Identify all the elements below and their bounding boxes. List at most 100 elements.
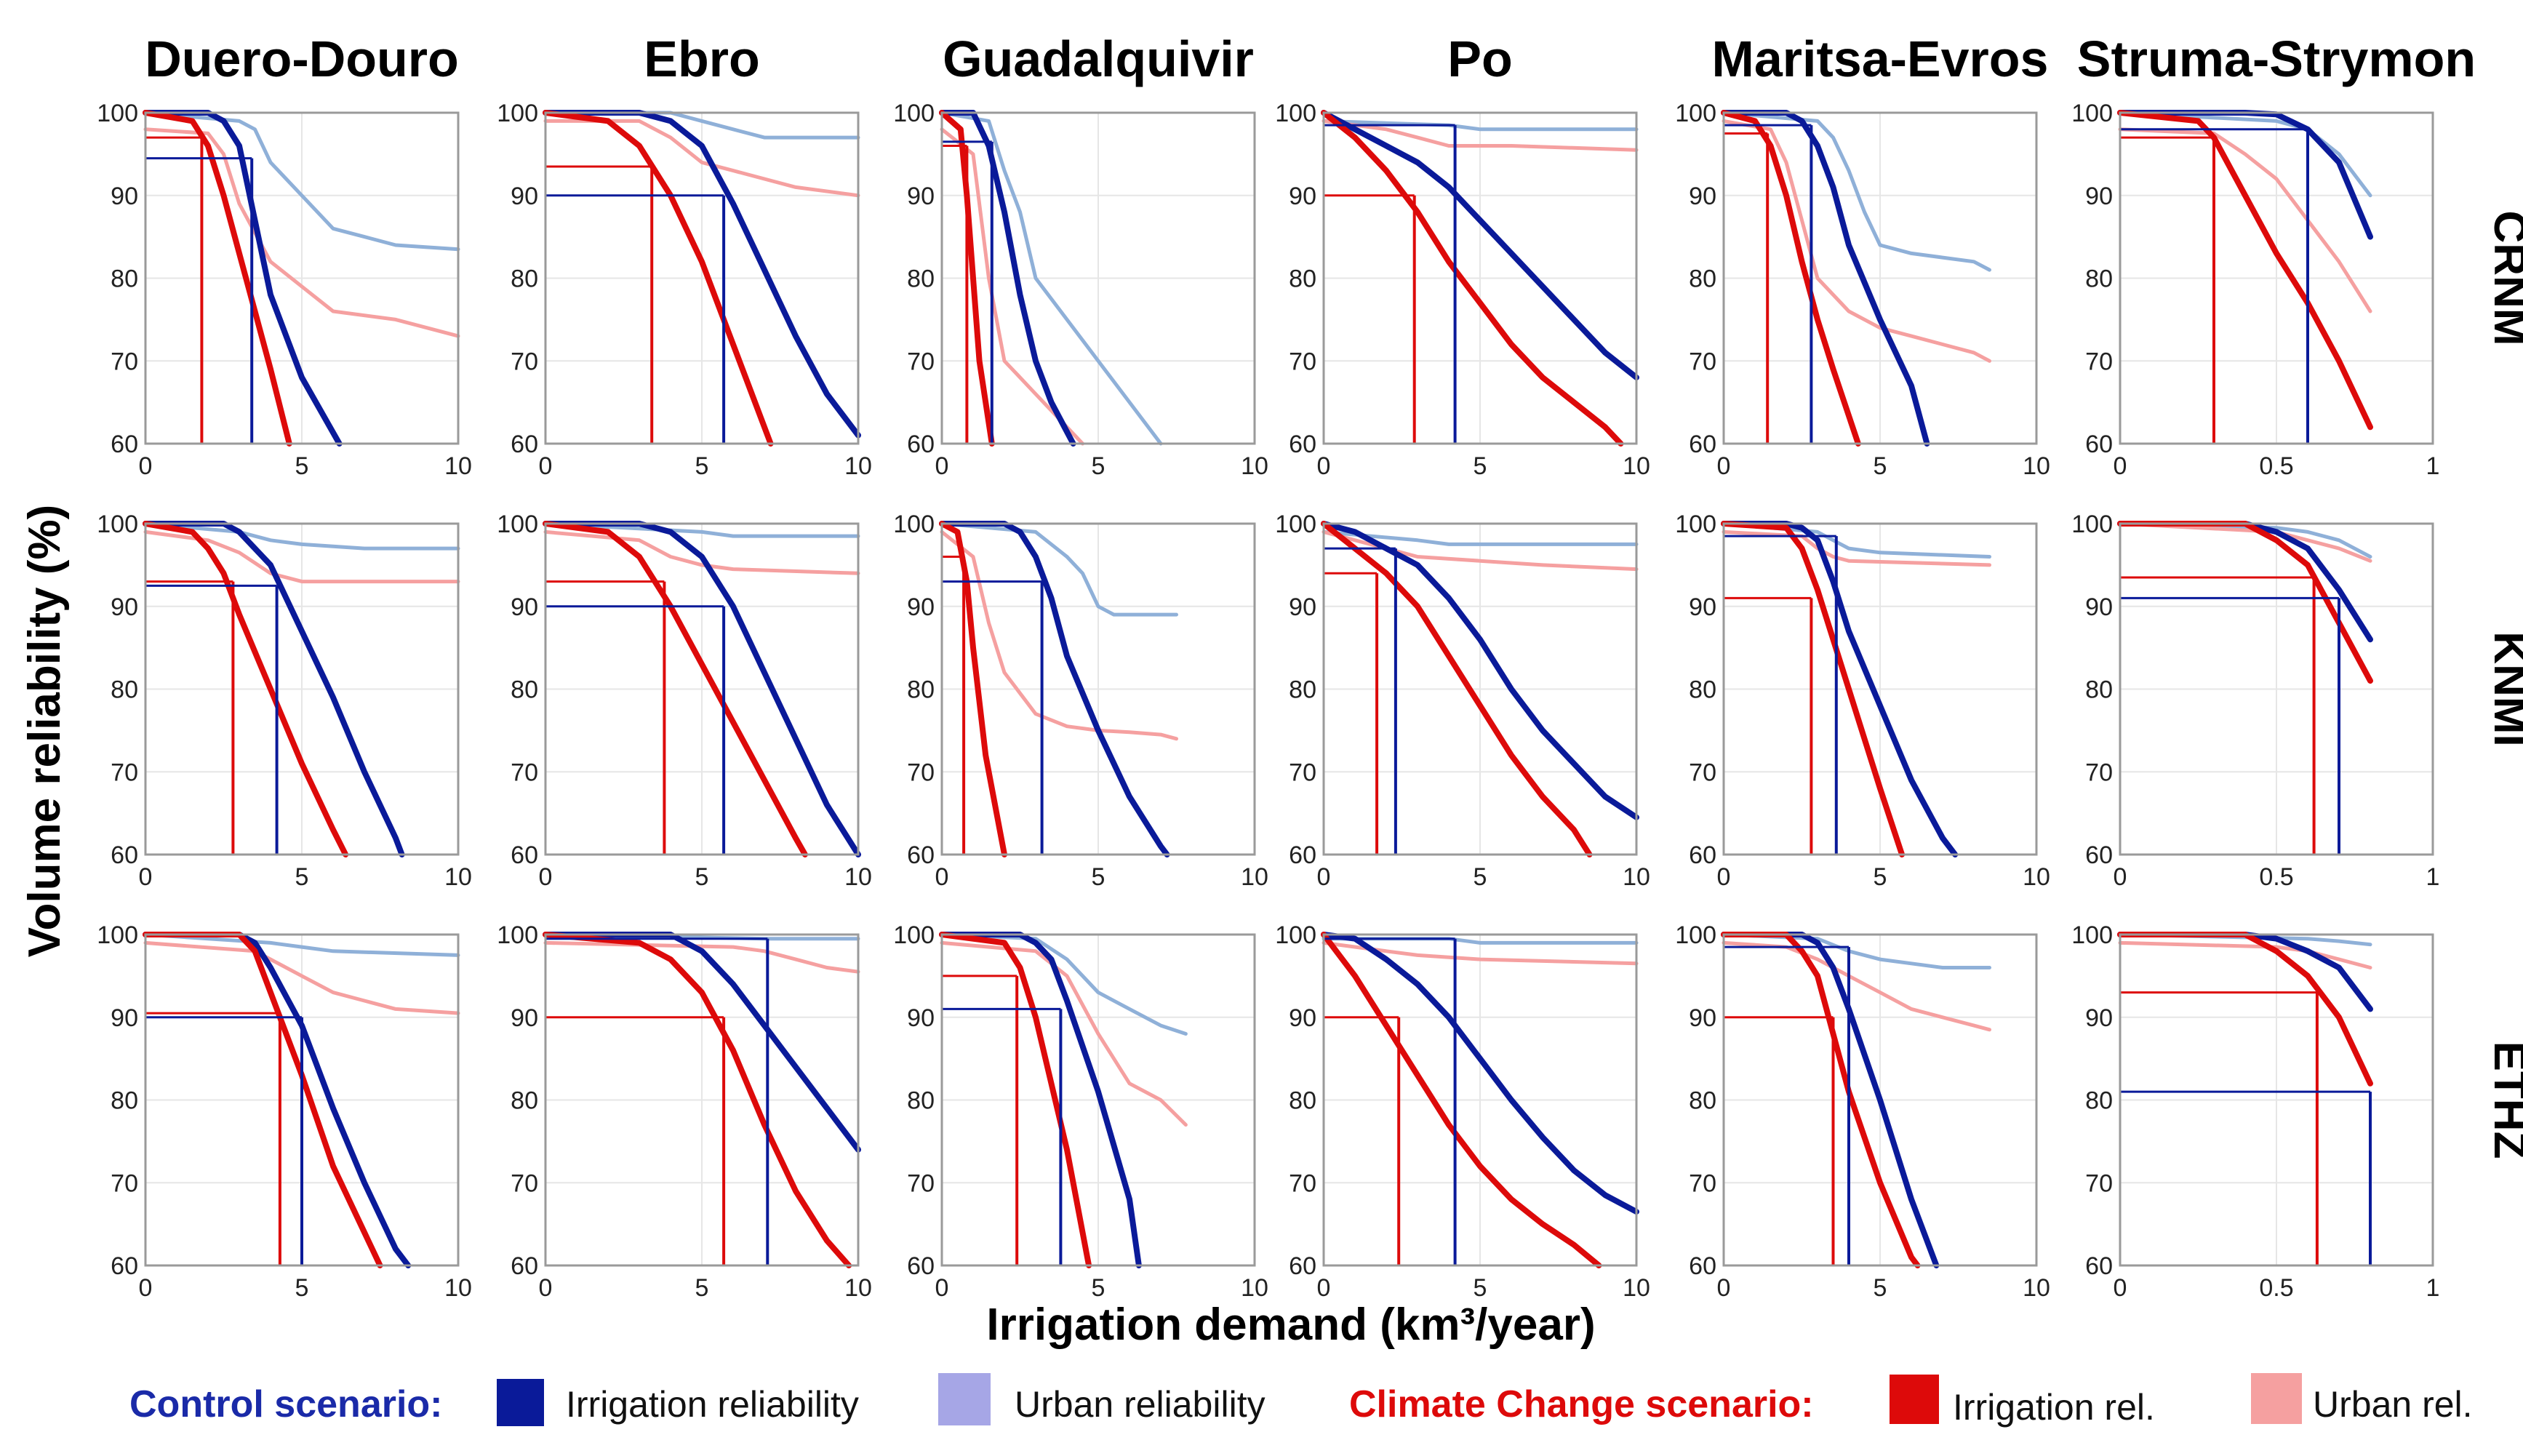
x-tick-label: 0 [2114, 1274, 2127, 1302]
y-tick-label: 90 [2085, 593, 2113, 621]
axes-frame [144, 933, 460, 1267]
y-tick-label: 70 [1689, 1169, 1716, 1197]
y-tick-label: 70 [111, 759, 138, 786]
axes-frame [144, 522, 460, 856]
panel-po-ethz: 60 70 80 90 100 0 5 10 [1275, 921, 1650, 1302]
row-title: KNMI [2484, 631, 2523, 746]
y-tick-label: 60 [2085, 431, 2113, 458]
x-tick-label: 0 [2114, 452, 2127, 480]
series-cc-urban [543, 119, 860, 198]
x-tick-label: 0 [1717, 863, 1731, 891]
x-tick-label: 0 [539, 863, 553, 891]
panel-po-knmi: 60 70 80 90 100 0 5 10 [1275, 511, 1650, 891]
y-tick-label: 100 [497, 921, 538, 949]
y-tick-label: 60 [111, 841, 138, 869]
panel-guadalquivir-crnm: 60 70 80 90 100 0 5 10 [893, 100, 1268, 480]
x-tick-label: 0 [1317, 1274, 1331, 1302]
series-cc-urban [1722, 940, 1991, 1032]
legend-label-control-urban: Urban reliability [1015, 1384, 1266, 1425]
y-tick-label: 90 [2085, 1004, 2113, 1032]
series-cc-urban [940, 529, 1178, 741]
axes-frame [544, 111, 860, 445]
panel-struma-strymon-crnm: 60 70 80 90 100 0 0.5 1 [2071, 100, 2439, 480]
y-tick-label: 70 [511, 1169, 538, 1197]
series-cc-urban [2118, 521, 2372, 563]
x-tick-label: 0 [1317, 452, 1331, 480]
x-tick-label: 10 [444, 863, 472, 891]
x-tick-label: 5 [1874, 1274, 1887, 1302]
x-tick-label: 0 [139, 863, 153, 891]
y-tick-label: 100 [1275, 921, 1316, 949]
y-tick-label: 90 [111, 593, 138, 621]
y-tick-label: 70 [511, 759, 538, 786]
y-tick-label: 80 [1289, 265, 1316, 293]
legend-label-cc-urban: Urban rel. [2313, 1384, 2473, 1425]
column-title: Po [1447, 31, 1512, 87]
legend-swatch-control-urban [938, 1373, 991, 1425]
y-tick-label: 90 [511, 183, 538, 210]
series-control-urban [1322, 529, 1639, 546]
y-tick-label: 80 [1689, 1087, 1716, 1115]
series-cc-urban [940, 127, 1084, 446]
y-tick-label: 80 [2085, 265, 2113, 293]
y-tick-label: 70 [2085, 759, 2113, 786]
series-control-urban [940, 521, 1178, 617]
legend-label-control-irrigation: Irrigation reliability [566, 1384, 859, 1425]
series-cc-irrigation [1321, 932, 1602, 1268]
panel-po-crnm: 60 70 80 90 100 0 5 10 [1275, 100, 1650, 480]
series-control-irrigation [543, 110, 861, 439]
series-cc-irrigation [543, 521, 808, 857]
axes-frame [1722, 933, 2038, 1267]
y-tick-label: 80 [1689, 676, 1716, 704]
x-tick-label: 0 [1317, 863, 1331, 891]
panel-maritsa-evros-crnm: 60 70 80 90 100 0 5 10 [1675, 100, 2050, 480]
y-tick-label: 60 [511, 841, 538, 869]
y-tick-label: 90 [907, 593, 935, 621]
axes-frame [1322, 111, 1638, 445]
x-tick-label: 5 [1474, 1274, 1487, 1302]
panel-ebro-knmi: 60 70 80 90 100 0 5 10 [497, 511, 872, 891]
y-tick-label: 90 [111, 1004, 138, 1032]
column-title: Duero-Douro [145, 31, 459, 87]
y-tick-label: 100 [497, 511, 538, 538]
y-tick-label: 60 [1289, 841, 1316, 869]
panel-grid: Duero-Douro Ebro Guadalquivir Po Maritsa-Evr… [97, 31, 2523, 1302]
y-tick-label: 90 [1289, 1004, 1316, 1032]
series-control-irrigation [939, 932, 1142, 1268]
axes-frame [2119, 111, 2434, 445]
panel-ebro-crnm: 60 70 80 90 100 0 5 10 [497, 100, 872, 480]
axes-frame [1722, 522, 2038, 856]
legend-swatch-control-irrigation [497, 1379, 544, 1426]
panel-duero-douro-ethz: 60 70 80 90 100 0 5 10 [97, 921, 472, 1302]
series-cc-irrigation [543, 932, 852, 1268]
y-tick-label: 90 [511, 1004, 538, 1032]
y-tick-label: 100 [1675, 511, 1716, 538]
series-control-irrigation [1721, 932, 1940, 1268]
panel-ebro-ethz: 60 70 80 90 100 0 5 10 [497, 921, 872, 1302]
series-cc-irrigation [1321, 521, 1593, 857]
column-title: Struma-Strymon [2077, 31, 2476, 87]
axes-frame [940, 111, 1256, 445]
y-tick-label: 70 [1289, 759, 1316, 786]
x-tick-label: 10 [1623, 1274, 1650, 1302]
panel-duero-douro-knmi: 60 70 80 90 100 0 5 10 [97, 511, 472, 891]
y-tick-label: 80 [907, 265, 935, 293]
series-control-irrigation [543, 932, 861, 1153]
y-tick-label: 80 [907, 1087, 935, 1115]
series-control-irrigation [543, 521, 861, 857]
panel-maritsa-evros-knmi: 60 70 80 90 100 0 5 10 [1675, 511, 2050, 891]
y-tick-label: 80 [1289, 1087, 1316, 1115]
y-tick-label: 60 [2085, 1252, 2113, 1280]
x-tick-label: 10 [2023, 452, 2050, 480]
series-cc-irrigation [1721, 521, 1906, 857]
y-axis-title: Volume reliability (%) [20, 505, 70, 957]
series-cc-irrigation [939, 110, 995, 447]
x-tick-label: 10 [444, 1274, 472, 1302]
y-tick-label: 60 [1689, 431, 1716, 458]
y-tick-label: 80 [511, 676, 538, 704]
x-tick-label: 5 [1874, 452, 1887, 480]
x-tick-label: 5 [295, 1274, 309, 1302]
legend-control-heading: Control scenario: [129, 1383, 443, 1425]
y-tick-label: 60 [111, 1252, 138, 1280]
